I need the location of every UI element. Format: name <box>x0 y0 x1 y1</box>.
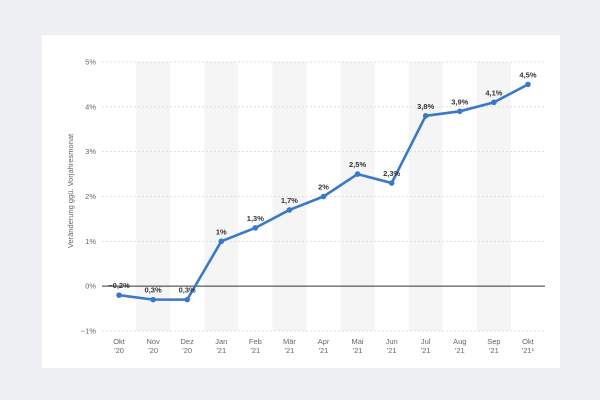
series-line <box>117 83 530 301</box>
data-point <box>491 99 497 106</box>
x-tick-label: Mai '21 <box>352 337 364 355</box>
x-tick-label: Feb '21 <box>249 337 262 355</box>
data-label: 0,3% <box>145 286 162 295</box>
x-tick-label: Dez '20 <box>181 337 195 355</box>
y-tick-label: 5% <box>85 58 96 67</box>
y-tick-label: 1% <box>85 237 96 246</box>
data-label: 4,1% <box>485 88 502 97</box>
x-tick-label: Okt '20 <box>113 337 126 355</box>
x-axis-ticks: Okt '20 Nov '20 Dez '20 Jan '21 Feb '21 Mär '21 Apr '… <box>113 337 535 355</box>
x-tick-label: Sep '21 <box>487 337 500 355</box>
data-labels: −0,2% 0,3% 0,3% 1% 1,3% 1,7% 2% 2,5% 2,3% 3,8% 3,9… <box>108 70 537 294</box>
y-tick-label: −1% <box>81 327 97 336</box>
data-label: 1% <box>216 227 227 236</box>
y-tick-label: 2% <box>85 192 96 201</box>
y-tick-label: 0% <box>85 282 96 291</box>
chart-card: −1% 0% 1% 2% 3% 4% 5% Okt '20 Nov '20 Dez '20 Jan '21… <box>42 35 560 368</box>
x-tick-label: Apr '21 <box>318 337 330 355</box>
data-label: −0,2% <box>108 281 130 290</box>
data-point <box>320 193 327 200</box>
x-tick-label: Nov '20 <box>146 337 160 355</box>
data-point <box>457 108 463 115</box>
data-label: 2,3% <box>383 169 400 178</box>
x-tick-label: Jan '21 <box>215 337 227 355</box>
data-label: 3,8% <box>417 102 434 111</box>
data-point <box>252 225 259 231</box>
data-label: 1,7% <box>281 196 298 205</box>
data-point <box>525 81 531 88</box>
data-label: 0,3% <box>179 286 196 295</box>
data-point <box>286 207 293 213</box>
data-points <box>116 81 531 303</box>
data-label: 1,3% <box>247 214 264 223</box>
x-tick-label: Jul '21 <box>421 337 431 355</box>
x-tick-label: Aug '21 <box>453 337 466 355</box>
column-band <box>340 62 375 331</box>
data-point <box>422 113 429 119</box>
line-chart: −1% 0% 1% 2% 3% 4% 5% Okt '20 Nov '20 Dez '20 Jan '21… <box>66 58 545 355</box>
data-point <box>218 238 225 245</box>
x-tick-label: Mär '21 <box>283 337 296 355</box>
data-point <box>150 296 156 303</box>
x-tick-label: Jun '21 <box>386 337 398 355</box>
data-label: 2% <box>318 183 329 192</box>
y-tick-label: 4% <box>85 102 96 111</box>
data-label: 3,9% <box>451 97 468 106</box>
data-point <box>354 171 361 177</box>
data-label: 4,5% <box>519 70 536 79</box>
data-label: 2,5% <box>349 160 366 169</box>
y-axis-ticks: −1% 0% 1% 2% 3% 4% 5% <box>81 58 97 336</box>
column-band <box>204 62 239 331</box>
x-tick-label: Okt '21¹ <box>522 337 535 355</box>
data-point <box>388 180 395 186</box>
y-tick-label: 3% <box>85 147 96 156</box>
y-axis-label: Veränderung ggü. Vorjahresmonat <box>66 133 75 248</box>
data-point <box>116 292 122 298</box>
data-point <box>184 296 190 303</box>
